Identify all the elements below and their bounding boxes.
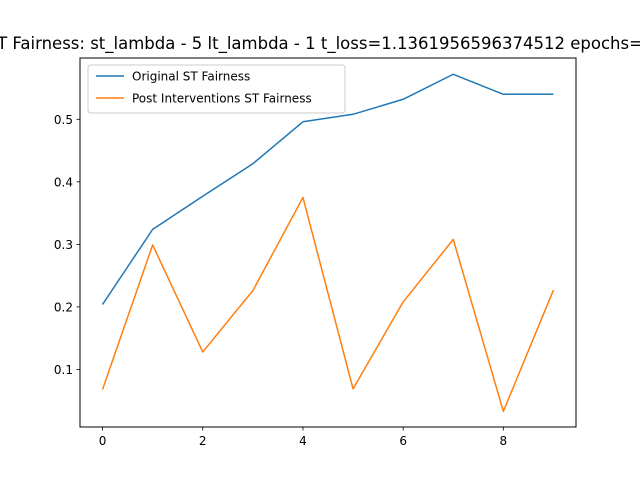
y-tick-label: 0.4 [54, 175, 73, 189]
legend-box [87, 64, 346, 114]
y-tick-label: 0.2 [54, 300, 73, 314]
x-tick-label: 6 [399, 434, 407, 448]
x-tick-label: 4 [299, 434, 307, 448]
series-line-1 [101, 73, 554, 305]
x-tick-label: 8 [500, 434, 508, 448]
y-tick-label: 0.5 [54, 113, 73, 127]
x-tick-label: 2 [199, 434, 207, 448]
y-tick-label: 0.3 [54, 238, 73, 252]
series-line-2 [101, 196, 555, 413]
axes: 0 2 4 6 8 0.1 0.2 0.3 0.4 0.5 [54, 113, 507, 448]
plot-frame [79, 57, 577, 428]
x-tick-label: 0 [99, 434, 107, 448]
legend: Original ST Fairness Post Interventions S… [87, 64, 346, 114]
legend-label-2: Post Interventions ST Fairness [132, 92, 312, 106]
chart-title: T Fairness: st_lambda - 5 lt_lambda - 1 … [0, 34, 640, 54]
y-tick-label: 0.1 [54, 363, 73, 377]
legend-label-1: Original ST Fairness [132, 70, 250, 84]
plot-area [101, 73, 555, 413]
